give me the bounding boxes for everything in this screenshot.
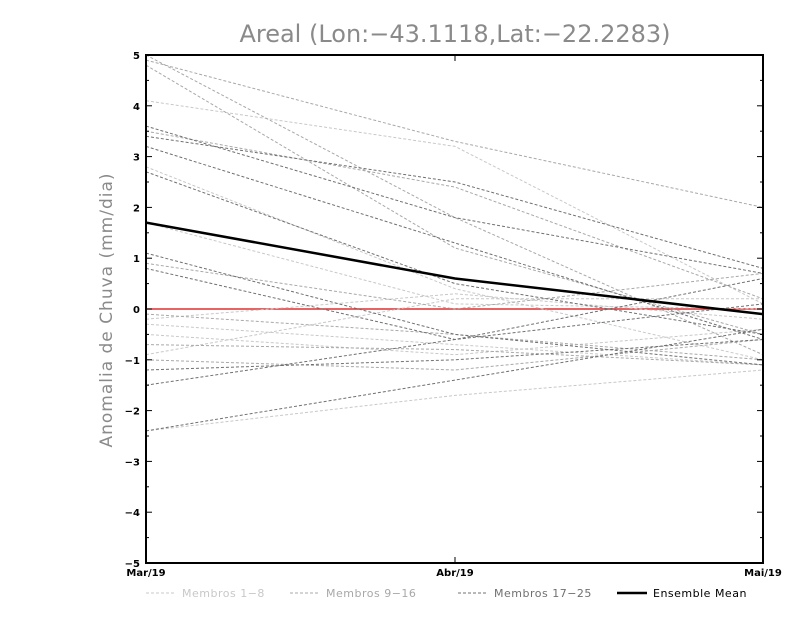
member-line-15	[146, 344, 763, 366]
y-tick-label: −4	[125, 508, 140, 519]
member-line-9	[146, 59, 763, 208]
member-line-6	[146, 328, 763, 356]
y-tick-label: 2	[133, 203, 140, 214]
legend: Membros 1−8 Membros 9−16 Membros 17−25 Ense…	[146, 587, 747, 600]
y-tick-label: −5	[125, 559, 140, 570]
x-tick-label: Mai/19	[744, 568, 782, 579]
member-line-20	[146, 171, 763, 335]
chart-title: Areal (Lon:−43.1118,Lat:−22.2283)	[239, 20, 670, 48]
y-tick-label: −1	[125, 356, 140, 367]
member-line-24	[146, 278, 763, 386]
member-line-21	[146, 252, 763, 366]
member-line-12	[146, 339, 763, 371]
member-line-3	[146, 369, 763, 432]
y-tick-label: −2	[125, 407, 140, 418]
x-tick-label: Mar/19	[126, 568, 165, 579]
member-line-5	[146, 166, 763, 361]
member-line-18	[146, 135, 763, 269]
legend-label-membros-17-25: Membros 17−25	[494, 587, 592, 600]
y-tick-label: 3	[133, 153, 140, 164]
member-line-13	[146, 130, 763, 300]
x-tick-label: Abr/19	[436, 568, 473, 579]
member-line-11	[146, 64, 763, 335]
member-line-25	[146, 328, 763, 432]
y-tick-label: 1	[133, 254, 140, 265]
series-layer	[146, 55, 763, 432]
ensemble-mean-line	[146, 221, 763, 316]
legend-label-membros-9-16: Membros 9−16	[326, 587, 416, 600]
member-line-1	[146, 100, 763, 305]
member-line-2	[146, 323, 763, 366]
y-tick-label: 5	[133, 51, 140, 62]
y-axis-label: Anomalia de Chuva (mm/dia)	[97, 172, 117, 447]
y-tick-label: −3	[125, 457, 140, 468]
member-line-14	[146, 313, 763, 361]
member-line-17	[146, 125, 763, 274]
member-line-16	[146, 262, 763, 310]
member-line-8	[146, 293, 763, 320]
y-tick-label: 4	[133, 102, 140, 113]
member-line-10	[146, 55, 763, 356]
y-tick-label: 0	[133, 305, 140, 316]
legend-label-membros-1-8: Membros 1−8	[182, 587, 265, 600]
member-line-7	[146, 222, 763, 310]
member-line-19	[146, 145, 763, 340]
legend-label-ensemble-mean: Ensemble Mean	[653, 587, 747, 600]
